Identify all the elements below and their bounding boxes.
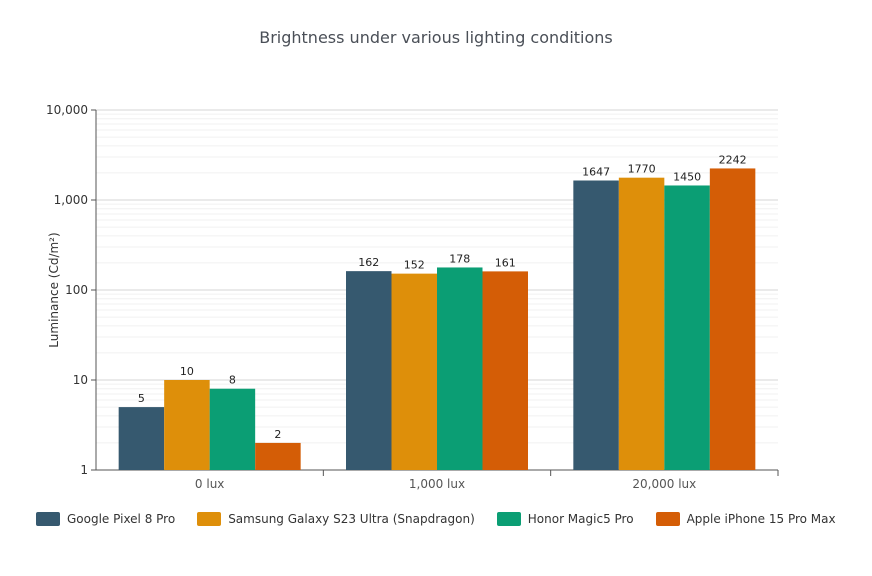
legend-swatch [496, 512, 521, 526]
bar-value-label: 10 [180, 365, 194, 378]
bar-value-label: 152 [404, 259, 425, 272]
x-category-label: 0 lux [195, 477, 225, 491]
legend-swatch [36, 512, 60, 526]
legend-swatch [197, 512, 222, 526]
bar [346, 271, 392, 470]
y-tick-label: 100 [65, 283, 88, 297]
legend-label: Samsung Galaxy S23 Ultra (Snapdragon) [228, 512, 475, 526]
bar-value-label: 2 [274, 428, 281, 441]
y-tick-label: 1 [80, 463, 88, 477]
bar-value-label: 1770 [628, 163, 656, 176]
bar [709, 168, 756, 470]
bar [437, 267, 483, 470]
bar-value-label: 2242 [719, 153, 747, 166]
bar [255, 442, 301, 470]
bar [573, 180, 619, 471]
x-category-label: 20,000 lux [632, 477, 696, 491]
legend: Google Pixel 8 Pro Samsung Galaxy S23 Ult… [36, 512, 858, 526]
bar [118, 407, 165, 470]
bar-value-label: 1450 [673, 170, 701, 183]
y-tick-label: 10 [73, 373, 88, 387]
bar [618, 177, 665, 470]
legend-item[interactable]: Samsung Galaxy S23 Ultra (Snapdragon) [197, 512, 475, 526]
legend-item[interactable]: Honor Magic5 Pro [496, 512, 634, 526]
bar-value-label: 8 [229, 374, 236, 387]
bar [164, 380, 210, 470]
bar [482, 271, 528, 470]
legend-label: Honor Magic5 Pro [527, 512, 634, 526]
chart-title: Brightness under various lighting condit… [259, 28, 613, 47]
bar [664, 185, 710, 471]
bar-value-label: 5 [138, 392, 145, 405]
x-category-label: 1,000 lux [409, 477, 465, 491]
bar-value-label: 161 [495, 256, 516, 269]
y-tick-label: 10,000 [46, 103, 88, 117]
bar-value-label: 162 [358, 256, 379, 269]
bar [209, 388, 256, 470]
legend-label: Apple iPhone 15 Pro Max [686, 512, 836, 526]
legend-item[interactable]: Apple iPhone 15 Pro Max [655, 512, 836, 526]
bar-value-label: 1647 [582, 165, 610, 178]
legend-item[interactable]: Google Pixel 8 Pro [36, 512, 175, 526]
y-axis-label: Luminance (Cd/m²) [47, 232, 61, 347]
legend-swatch [655, 512, 680, 526]
legend-label: Google Pixel 8 Pro [67, 512, 176, 526]
bar [391, 273, 437, 470]
bar-value-label: 178 [449, 252, 470, 265]
y-tick-label: 1,000 [54, 193, 88, 207]
